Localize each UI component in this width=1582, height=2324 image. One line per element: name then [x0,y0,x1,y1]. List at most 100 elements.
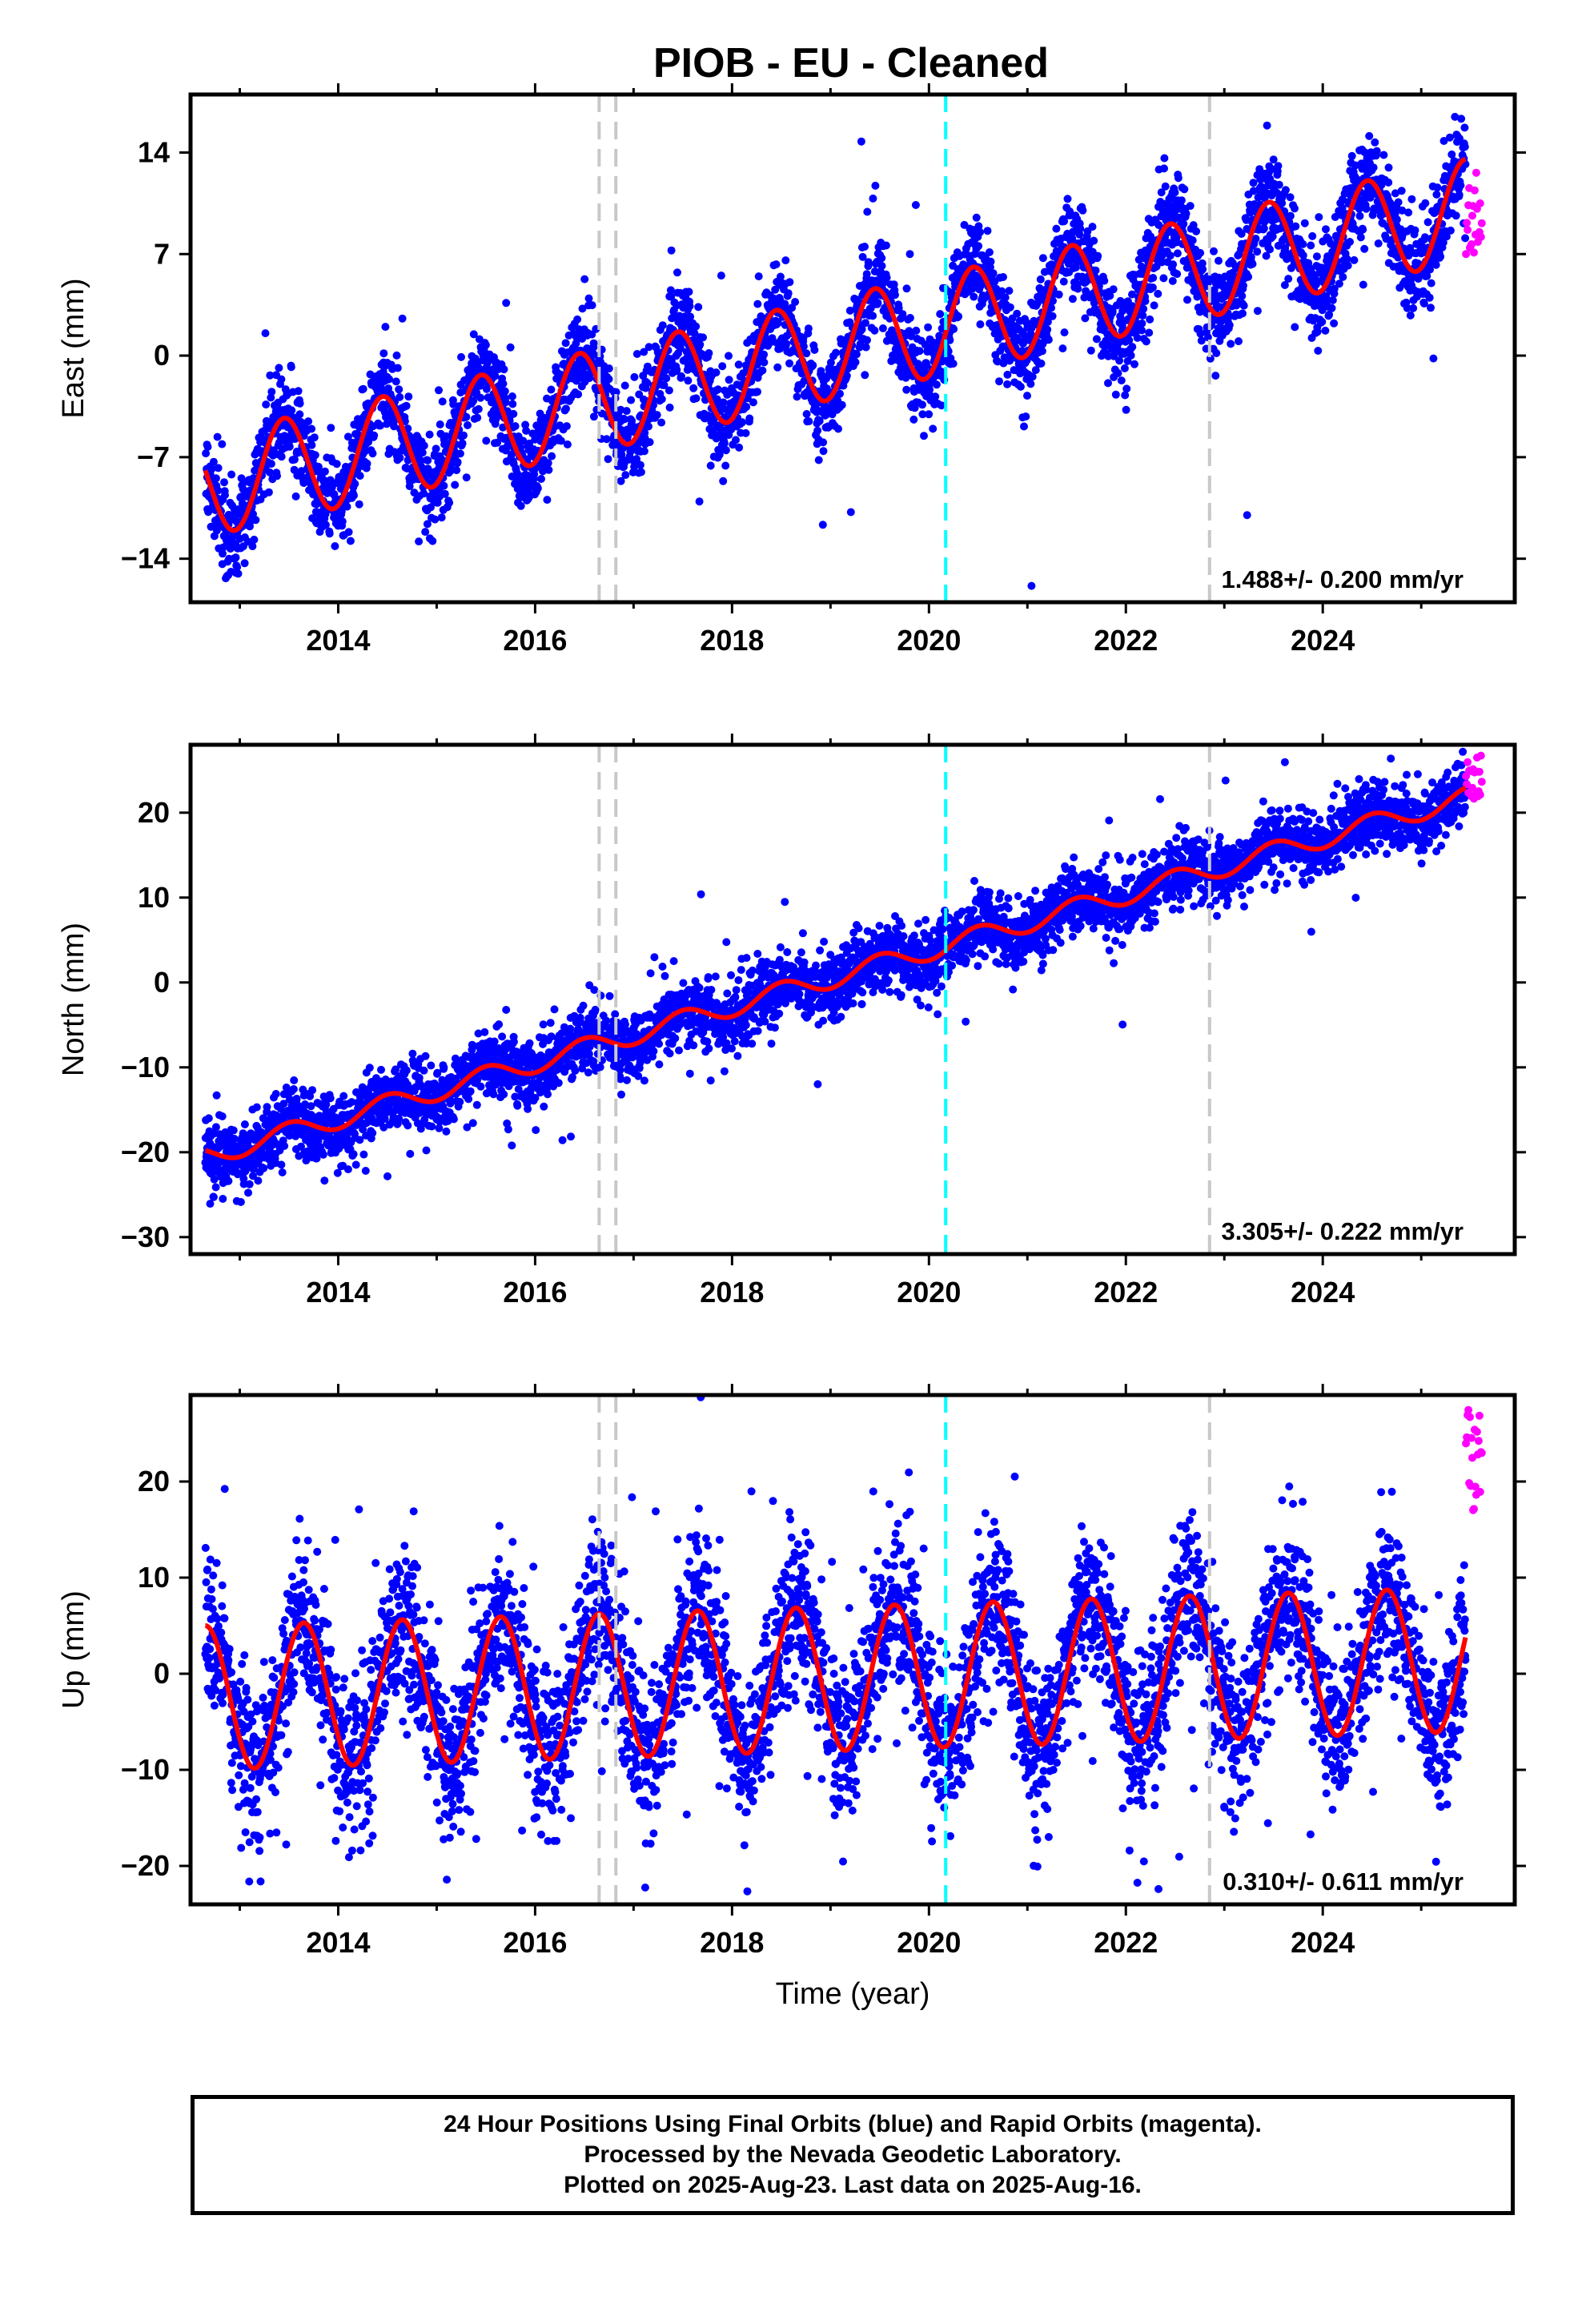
final-orbit-point [311,451,319,460]
final-orbit-point [522,426,531,435]
final-orbit-point [533,484,542,493]
final-orbit-point [1327,304,1336,312]
model-fit-line [203,156,1467,533]
final-orbit-point [1117,376,1126,385]
final-orbit-point [360,447,369,456]
final-orbit-point [1268,232,1277,241]
final-orbit-point [416,456,425,465]
final-orbit-point [237,474,246,483]
final-orbit-point [1409,304,1418,312]
final-orbit-point [1038,254,1047,263]
final-orbit-point [878,324,887,332]
final-orbit-point [516,501,525,510]
final-orbit-point [1122,405,1130,414]
final-orbit-point [1331,213,1339,221]
final-orbit-point [937,401,946,410]
final-orbit-point [326,1094,335,1103]
final-orbit-point [493,438,502,447]
final-orbit-point [754,272,763,281]
final-orbit-point [781,300,789,308]
final-orbit-point [749,398,757,407]
final-orbit-point [1152,262,1161,271]
final-orbit-point [1043,317,1052,326]
final-orbit-point [580,275,589,283]
final-orbit-point [793,392,801,401]
y-tick-label: −14 [121,542,170,575]
final-orbit-point [1141,297,1150,305]
final-orbit-point [1328,296,1337,304]
final-orbit-point [476,393,485,402]
final-orbit-point [320,1176,329,1185]
final-orbit-point [1047,304,1055,312]
final-orbit-point [877,262,886,270]
final-orbit-point [1177,196,1186,205]
rapid-orbit-point [1476,199,1484,207]
final-orbit-point [431,515,440,524]
final-orbit-point [1003,380,1012,388]
final-orbit-point [1198,259,1207,267]
final-orbit-point [667,246,676,255]
final-orbit-point [689,384,698,392]
final-orbit-point [1427,279,1435,287]
final-orbit-point [1094,251,1102,260]
final-orbit-point [1121,391,1130,400]
final-orbit-point [1299,239,1307,248]
final-orbit-point [721,461,730,470]
final-orbit-point [732,436,740,444]
final-orbit-point [645,438,654,447]
final-orbit-point [287,363,295,372]
final-orbit-point [1253,247,1262,256]
final-orbit-point [1249,179,1258,187]
final-orbit-point [248,542,257,551]
final-orbit-point [1212,349,1221,357]
final-orbit-point [869,194,877,203]
final-orbit-point [355,500,363,509]
final-orbit-points [202,112,1470,590]
x-tick-label: 2014 [306,624,370,657]
final-orbit-point [291,492,300,501]
final-orbit-point [936,310,945,319]
final-orbit-point [788,304,797,312]
final-orbit-point [509,409,518,418]
final-orbit-point [1421,199,1430,207]
final-orbit-point [705,349,713,357]
rapid-orbit-point [1468,211,1476,220]
final-orbit-point [1091,266,1100,275]
final-orbit-point [862,270,871,279]
final-orbit-point [365,1063,374,1072]
final-orbit-point [1347,151,1356,160]
final-orbit-point [1013,309,1022,318]
final-orbit-point [949,360,958,368]
final-orbit-point [1406,311,1415,320]
final-orbit-point [819,447,828,456]
final-orbit-point [433,498,442,507]
final-orbit-point [1145,328,1154,337]
final-orbit-point [1227,340,1235,348]
final-orbit-point [673,365,681,374]
final-orbit-point [1211,372,1220,380]
final-orbit-point [435,386,443,395]
final-orbit-point [1451,112,1460,121]
final-orbit-point [320,467,329,476]
final-orbit-point [929,424,938,433]
final-orbit-point [622,407,631,416]
final-orbit-point [1104,352,1113,360]
final-orbit-point [846,508,855,517]
final-orbit-point [819,438,828,447]
final-orbit-point [1346,238,1354,246]
final-orbit-point [782,340,790,348]
final-orbit-point [1372,147,1381,155]
final-orbit-point [1049,296,1057,305]
final-orbit-point [1335,279,1343,288]
final-orbit-point [898,310,907,319]
rapid-orbit-point [1470,248,1478,257]
final-orbit-point [776,272,785,281]
final-orbit-point [212,526,221,535]
final-orbit-point [750,336,759,344]
final-orbit-point [989,269,998,278]
final-orbit-point [1026,380,1035,388]
final-orbit-point [1026,330,1035,339]
final-orbit-point [227,470,236,479]
final-orbit-point [657,395,666,404]
